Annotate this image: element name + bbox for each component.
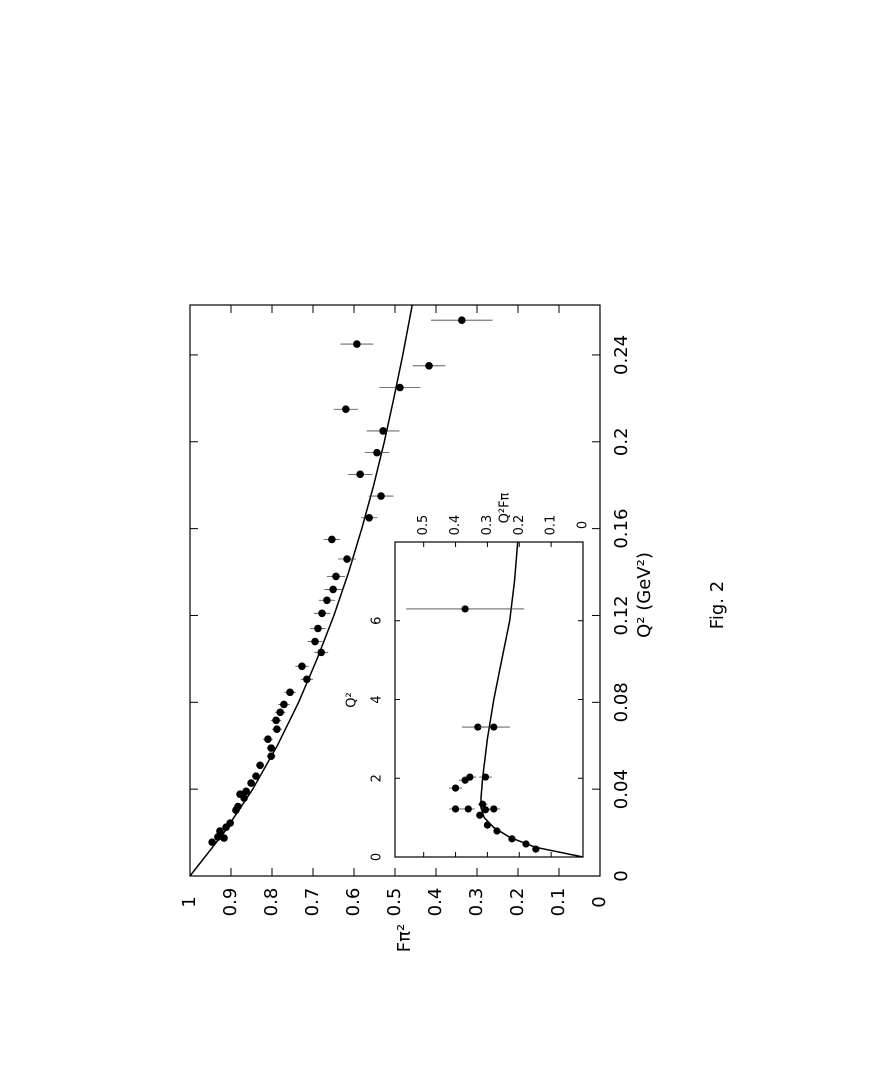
- y-tick-label: 0.3: [466, 888, 487, 917]
- data-point: [272, 716, 280, 725]
- data-point: [365, 513, 373, 522]
- data-point: [356, 470, 364, 479]
- plot-frame: [394, 541, 584, 858]
- data-point: [425, 361, 433, 370]
- fit-curve: [480, 541, 584, 858]
- y-tick-label: 0.9: [220, 888, 241, 917]
- data-point: [226, 819, 234, 827]
- y-axis-label: Fπ²: [394, 924, 415, 952]
- data-point: [353, 340, 361, 348]
- data-point: [318, 609, 326, 618]
- data-point: [317, 648, 326, 657]
- data-point: [342, 405, 350, 414]
- data-point: [208, 838, 216, 846]
- data-point: [328, 535, 336, 544]
- y-tick-label: 0.4: [425, 888, 446, 917]
- y-tick-label: 0.5: [416, 515, 431, 536]
- y-tick-label: 0: [589, 896, 610, 907]
- data-point: [493, 827, 501, 835]
- data-point: [373, 448, 381, 457]
- data-point: [267, 752, 275, 760]
- data-point: [396, 383, 404, 392]
- data-point: [276, 708, 285, 717]
- x-tick-label: 6: [370, 617, 385, 625]
- data-point: [314, 624, 322, 633]
- x-tick-label: 0.24: [611, 335, 632, 375]
- data-point: [256, 761, 264, 770]
- x-tick-label: 2: [370, 774, 385, 782]
- data-point: [303, 675, 311, 684]
- y-tick-label: 0.7: [302, 888, 323, 917]
- data-point: [343, 555, 351, 563]
- data-point: [490, 805, 498, 813]
- data-point: [377, 492, 385, 500]
- data-point: [458, 316, 466, 324]
- data-point: [464, 805, 472, 813]
- data-point: [236, 790, 244, 798]
- data-point: [451, 784, 460, 792]
- data-point: [329, 585, 337, 594]
- x-axis-label: Q² (GeV²): [634, 552, 655, 638]
- x-axis-label: Q²: [345, 692, 360, 707]
- data-point: [220, 834, 228, 842]
- data-point: [311, 637, 319, 646]
- x-tick-label: 0: [370, 853, 385, 861]
- data-point: [532, 845, 540, 853]
- y-tick-label: 0: [576, 521, 591, 529]
- data-point: [481, 806, 490, 814]
- data-point: [216, 827, 224, 835]
- data-point: [273, 725, 281, 734]
- data-point: [461, 605, 469, 613]
- x-tick-label: 0.16: [611, 509, 632, 549]
- x-tick-label: 0: [611, 870, 632, 881]
- data-point: [479, 800, 487, 808]
- data-point: [379, 427, 387, 435]
- y-tick-label: 0.1: [544, 515, 559, 536]
- y-tick-label: 0.6: [343, 888, 364, 917]
- data-point: [483, 821, 492, 829]
- fit-curve: [189, 304, 413, 877]
- y-tick-label: 0.3: [480, 515, 495, 536]
- data-point: [522, 840, 530, 848]
- x-tick-label: 0.08: [611, 682, 632, 722]
- y-tick-label: 0.5: [384, 888, 405, 917]
- data-point: [508, 835, 516, 843]
- data-point: [214, 833, 222, 841]
- x-tick-label: 0.04: [611, 769, 632, 809]
- data-point: [332, 572, 340, 581]
- data-point: [264, 735, 272, 744]
- data-point: [267, 744, 275, 752]
- data-point: [286, 688, 294, 697]
- data-point: [252, 772, 260, 780]
- data-point: [280, 700, 288, 709]
- y-tick-label: 0.2: [507, 888, 528, 917]
- data-point: [466, 773, 474, 781]
- data-point: [323, 596, 331, 605]
- y-tick-label: 0.8: [261, 888, 282, 917]
- data-point: [451, 805, 460, 813]
- data-point: [298, 662, 306, 671]
- data-point: [234, 802, 242, 811]
- y-tick-label: 0.4: [448, 515, 463, 536]
- y-tick-label: 1: [179, 896, 200, 907]
- y-tick-label: 0.2: [512, 515, 527, 536]
- data-point: [476, 811, 484, 819]
- data-point: [481, 773, 490, 781]
- caption: Fig. 2: [707, 581, 728, 629]
- y-axis-label: Q²Fπ: [498, 492, 513, 523]
- x-tick-label: 0.2: [611, 427, 632, 456]
- data-point: [490, 723, 498, 731]
- x-tick-label: 4: [370, 695, 385, 703]
- x-tick-label: 0.12: [611, 595, 632, 635]
- y-tick-label: 0.1: [548, 888, 569, 917]
- data-point: [242, 787, 250, 796]
- data-point: [247, 779, 255, 787]
